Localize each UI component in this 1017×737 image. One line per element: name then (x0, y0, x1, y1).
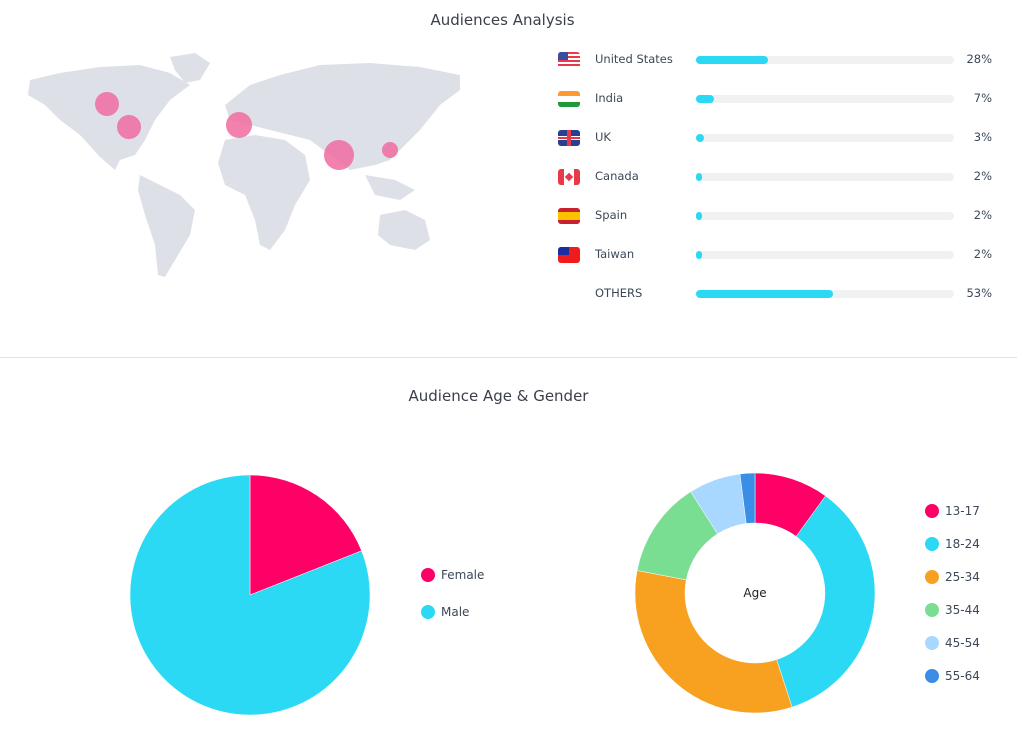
country-name: Spain (595, 208, 628, 222)
country-name: OTHERS (595, 286, 643, 300)
country-name: Canada (595, 169, 639, 183)
country-percent: 2% (973, 208, 992, 222)
country-progress-bar (696, 134, 954, 142)
legend-item[interactable]: 45-54 (925, 633, 980, 653)
country-progress-fill (696, 173, 703, 181)
legend-swatch (925, 636, 939, 650)
country-row: UK 3% (556, 128, 996, 148)
legend-item[interactable]: 18-24 (925, 534, 980, 554)
bubble-spain[interactable] (226, 112, 252, 138)
bubble-canada[interactable] (95, 92, 119, 116)
country-progress-bar (696, 173, 954, 181)
uk-flag-icon (558, 130, 580, 146)
slice-25-34[interactable] (634, 570, 793, 714)
legend-swatch (925, 537, 939, 551)
legend-label: Female (441, 568, 485, 582)
country-progress-fill (696, 56, 769, 64)
legend-label: Male (441, 605, 470, 619)
legend-item[interactable]: Female (421, 565, 484, 585)
legend-item[interactable]: 55-64 (925, 666, 980, 686)
country-progress-bar (696, 95, 954, 103)
legend-swatch (925, 504, 939, 518)
country-progress-bar (696, 251, 954, 259)
legend-label: 55-64 (945, 669, 980, 683)
legend-swatch (925, 603, 939, 617)
legend-item[interactable]: 25-34 (925, 567, 980, 587)
country-row: United States 28% (556, 50, 996, 70)
taiwan-flag-icon (558, 247, 580, 263)
section-divider (0, 357, 1017, 358)
legend-item[interactable]: 13-17 (925, 501, 980, 521)
country-name: UK (595, 130, 611, 144)
country-percent: 7% (973, 91, 992, 105)
country-name: India (595, 91, 624, 105)
us-flag-icon (558, 52, 580, 68)
slice-18-24[interactable] (776, 495, 876, 708)
audience-bubbles (95, 92, 398, 170)
country-progress-bar (696, 290, 954, 298)
country-progress-bar (696, 212, 954, 220)
legend-item[interactable]: 35-44 (925, 600, 980, 620)
country-row: India 7% (556, 89, 996, 109)
country-progress-fill (696, 95, 715, 103)
country-name: Taiwan (595, 247, 635, 261)
bubble-india[interactable] (324, 140, 354, 170)
country-row: Spain 2% (556, 206, 996, 226)
country-row: OTHERS 53% (556, 284, 996, 304)
legend-swatch (925, 570, 939, 584)
canada-flag-icon (558, 169, 580, 185)
gender-legend: Female Male (421, 565, 484, 639)
legend-label: 25-34 (945, 570, 980, 584)
legend-label: 13-17 (945, 504, 980, 518)
legend-label: 35-44 (945, 603, 980, 617)
legend-swatch (925, 669, 939, 683)
country-progress-fill (696, 251, 703, 259)
country-row: Taiwan 2% (556, 245, 996, 265)
country-progress-fill (696, 290, 833, 298)
gender-pie-chart (129, 474, 371, 716)
country-name: United States (595, 52, 673, 66)
country-percent: 3% (973, 130, 992, 144)
country-percent: 2% (973, 169, 992, 183)
country-row: Canada 2% (556, 167, 996, 187)
legend-label: 45-54 (945, 636, 980, 650)
age-gender-title: Audience Age & Gender (408, 387, 589, 405)
slice-Male[interactable] (129, 474, 371, 716)
india-flag-icon (558, 91, 580, 107)
country-progress-fill (696, 134, 704, 142)
country-percent: 2% (973, 247, 992, 261)
legend-item[interactable]: Male (421, 602, 484, 622)
bubble-taiwan[interactable] (382, 142, 398, 158)
continents (28, 53, 460, 277)
country-progress-fill (696, 212, 703, 220)
legend-swatch (421, 605, 435, 619)
spain-flag-icon (558, 208, 580, 224)
center-label: Age (743, 586, 766, 600)
world-map (28, 53, 460, 277)
slice-55-64[interactable] (739, 472, 756, 524)
legend-label: 18-24 (945, 537, 980, 551)
age-legend: 13-17 18-24 25-34 35-44 45-54 55-64 (925, 501, 980, 699)
age-donut-chart: Age (634, 472, 876, 714)
country-percent: 28% (966, 52, 992, 66)
bubble-united-states[interactable] (117, 115, 141, 139)
slice-Female[interactable] (249, 474, 362, 596)
audiences-title: Audiences Analysis (430, 11, 575, 29)
country-percent: 53% (966, 286, 992, 300)
legend-swatch (421, 568, 435, 582)
country-progress-bar (696, 56, 954, 64)
